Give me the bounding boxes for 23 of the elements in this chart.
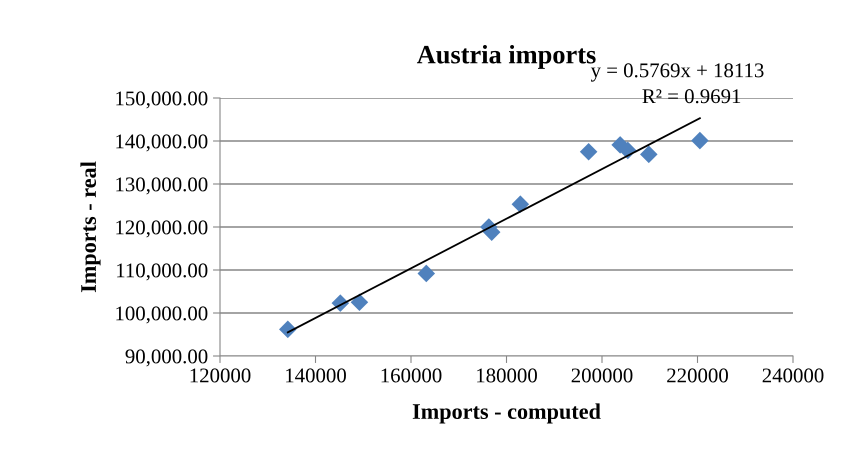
x-tick-label: 240000 (762, 368, 824, 382)
y-axis-title: Imports - real (80, 162, 101, 292)
point (580, 142, 598, 161)
x-tick-label: 120000 (190, 368, 250, 382)
point (350, 293, 368, 312)
x-tick-label: 160000 (382, 368, 442, 382)
y-tick-label: 90,000.00 (126, 349, 208, 366)
y-tick-label: 140,000.00 (116, 134, 208, 152)
x-tick-label: 220000 (667, 368, 728, 382)
x-axis-title: Imports - computed (412, 403, 601, 424)
point (640, 146, 658, 164)
x-tick-label: 180000 (477, 368, 537, 382)
y-tick-label: 150,000.00 (116, 91, 208, 108)
point (691, 132, 709, 150)
y-tick-label: 130,000.00 (116, 177, 208, 194)
x-tick-label: 200000 (572, 368, 632, 382)
y-tick-label: 100,000.00 (116, 306, 208, 324)
y-tick-label: 110,000.00 (117, 263, 208, 280)
annotation: R² = 0.9691 (642, 89, 740, 104)
point (512, 195, 530, 213)
x-tick-label: 140000 (286, 368, 346, 382)
y-tick-label: 120,000.00 (116, 220, 208, 238)
point (417, 264, 436, 282)
